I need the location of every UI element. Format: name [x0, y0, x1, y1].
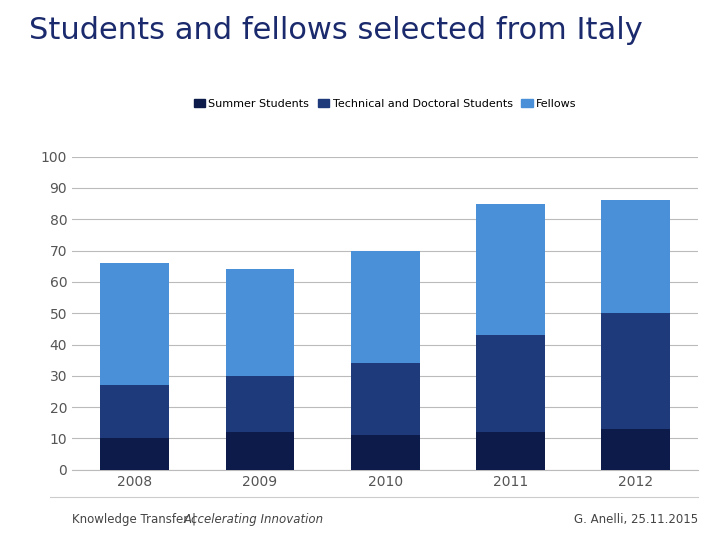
Bar	[225, 432, 294, 470]
Bar	[225, 269, 294, 376]
Bar	[101, 263, 169, 385]
Bar	[351, 435, 420, 470]
Bar	[476, 204, 545, 335]
Bar	[225, 376, 294, 432]
Bar	[351, 251, 420, 363]
Text: Students and fellows selected from Italy: Students and fellows selected from Italy	[29, 16, 642, 45]
Text: G. Anelli, 25.11.2015: G. Anelli, 25.11.2015	[575, 514, 698, 526]
Text: Accelerating Innovation: Accelerating Innovation	[184, 514, 324, 526]
Bar	[601, 200, 670, 313]
Bar	[476, 432, 545, 470]
Bar	[351, 363, 420, 435]
Legend: Summer Students, Technical and Doctoral Students, Fellows: Summer Students, Technical and Doctoral …	[189, 94, 581, 113]
Bar	[601, 429, 670, 470]
Text: Knowledge Transfer |: Knowledge Transfer |	[72, 514, 199, 526]
Bar	[476, 335, 545, 432]
Bar	[101, 385, 169, 438]
Bar	[101, 438, 169, 470]
Bar	[601, 313, 670, 429]
